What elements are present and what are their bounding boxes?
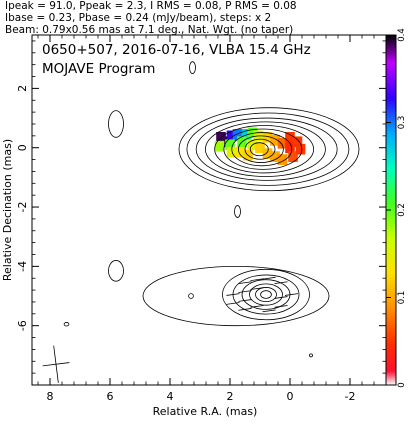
bottom-isolated-contour: [188, 293, 194, 299]
top-isolated-contour: [189, 61, 196, 74]
polarization-pixel: [226, 146, 237, 158]
colorbar-tick-label: 0: [397, 382, 407, 387]
plot-title: 0650+507, 2016-07-16, VLBA 15.4 GHz: [42, 42, 311, 58]
polarization-pixel: [285, 131, 295, 143]
polarization-pixel: [262, 148, 273, 159]
polarization-pixel: [247, 127, 258, 139]
evpa-tick: [284, 293, 299, 296]
polarization-pixel: [270, 151, 280, 162]
evpa-tick: [274, 281, 288, 284]
polarization-pixel: [232, 129, 243, 140]
x-tick-label: 4: [167, 390, 174, 403]
polarization-pixel: [225, 139, 235, 151]
x-tick-label: 2: [227, 390, 234, 403]
contour-layer: [63, 61, 360, 358]
top-contour: [244, 138, 276, 160]
top-contour: [186, 112, 350, 186]
evpa-tick: [238, 308, 252, 311]
polarization-pixel: [285, 142, 295, 154]
polarization-pixel: [277, 154, 288, 165]
top-contour: [214, 125, 315, 174]
header-line-2: Ibase = 0.23, Pbase = 0.24 (mJy/beam), s…: [5, 12, 271, 24]
polarization-pixel: [270, 134, 280, 146]
evpa-tick: [226, 302, 240, 305]
top-contour: [195, 117, 338, 181]
polarization-pixel: [226, 130, 237, 142]
evpa-tick: [250, 287, 264, 290]
y-axis-label: Relative Decination (mas): [1, 139, 14, 281]
evpa-tick: [262, 276, 276, 280]
polarization-pixel: [235, 146, 246, 158]
top-contour: [223, 128, 303, 170]
x-tick-label: 6: [107, 390, 114, 403]
y-tick-label: -2: [16, 202, 29, 213]
evpa-tick: [226, 293, 240, 296]
y-tick-label: 0: [16, 144, 29, 151]
evpa-layer: [226, 276, 299, 313]
beam-layer: [42, 345, 70, 383]
colorbar-tick-label: 0.1: [397, 291, 407, 305]
bottom-polarized-contour: [260, 290, 272, 299]
polarization-pixel: [255, 142, 265, 154]
header-line-3: Beam: 0.79x0.56 mas at 7.1 deg., Nat. Wg…: [5, 24, 293, 36]
plot-frame: [31, 34, 387, 386]
top-isolated-contour: [108, 110, 124, 138]
top-contour: [204, 121, 326, 177]
x-axis-label: Relative R.A. (mas): [153, 405, 258, 418]
top-contour: [178, 107, 360, 192]
beam-minor-axis: [42, 362, 70, 367]
polarization-pixel: [214, 140, 225, 152]
polarization-pixel: [277, 137, 288, 149]
colorbar-tick-label: 0.3: [397, 116, 407, 130]
plot-subtitle: MOJAVE Program: [42, 61, 155, 77]
bottom-contour: [142, 265, 330, 327]
bottom-polarized-contour: [222, 268, 310, 321]
top-contour: [249, 142, 269, 157]
colorbar-tick-label: 0.2: [397, 203, 407, 217]
top-contour: [237, 135, 284, 163]
bottom-isolated-contour: [108, 260, 124, 282]
evpa-tick: [238, 299, 252, 302]
polarization-pixel: [288, 151, 298, 162]
evpa-tick: [238, 281, 252, 284]
x-tick-label: -2: [345, 390, 356, 403]
bottom-polarized-contour: [249, 283, 283, 306]
evpa-tick: [238, 290, 252, 293]
colorbar: 0 0.1 0.2 0.3 0.4: [385, 28, 407, 388]
evpa-tick: [250, 278, 264, 282]
polarization-pixel: [292, 136, 303, 148]
y-tick-label: -4: [16, 261, 29, 272]
y-tick-label: 2: [16, 85, 29, 92]
top-contour: [231, 132, 293, 167]
evpa-tick: [250, 305, 264, 308]
header-line-1: Ipeak = 91.0, Ppeak = 2.3, I RMS = 0.08,…: [5, 0, 297, 12]
x-tick-label: 0: [287, 390, 294, 403]
plot-area: 8 6 4 2 0 -2 2 0 -2 -4 -6 0650+507, 2016-07-16, VL…: [16, 34, 387, 403]
y-tick-label: -6: [16, 320, 29, 331]
evpa-tick: [274, 305, 288, 308]
polarization-pixel: [241, 129, 252, 140]
colorbar-tick-label: 0.4: [397, 28, 407, 42]
top-isolated-contour: [234, 205, 241, 218]
bottom-polarized-contour: [255, 287, 277, 303]
x-tick-label: 8: [47, 390, 54, 403]
axis-ticks: 8 6 4 2 0 -2 2 0 -2 -4 -6: [16, 35, 387, 403]
polarization-pixel: [295, 143, 306, 155]
bottom-isolated-contour: [63, 322, 70, 327]
bottom-isolated-contour: [309, 353, 313, 358]
evpa-tick: [262, 309, 276, 313]
colorbar-ticks: 0 0.1 0.2 0.3 0.4: [386, 28, 407, 388]
evpa-tick: [274, 296, 288, 299]
polarization-pixel: [262, 131, 273, 143]
